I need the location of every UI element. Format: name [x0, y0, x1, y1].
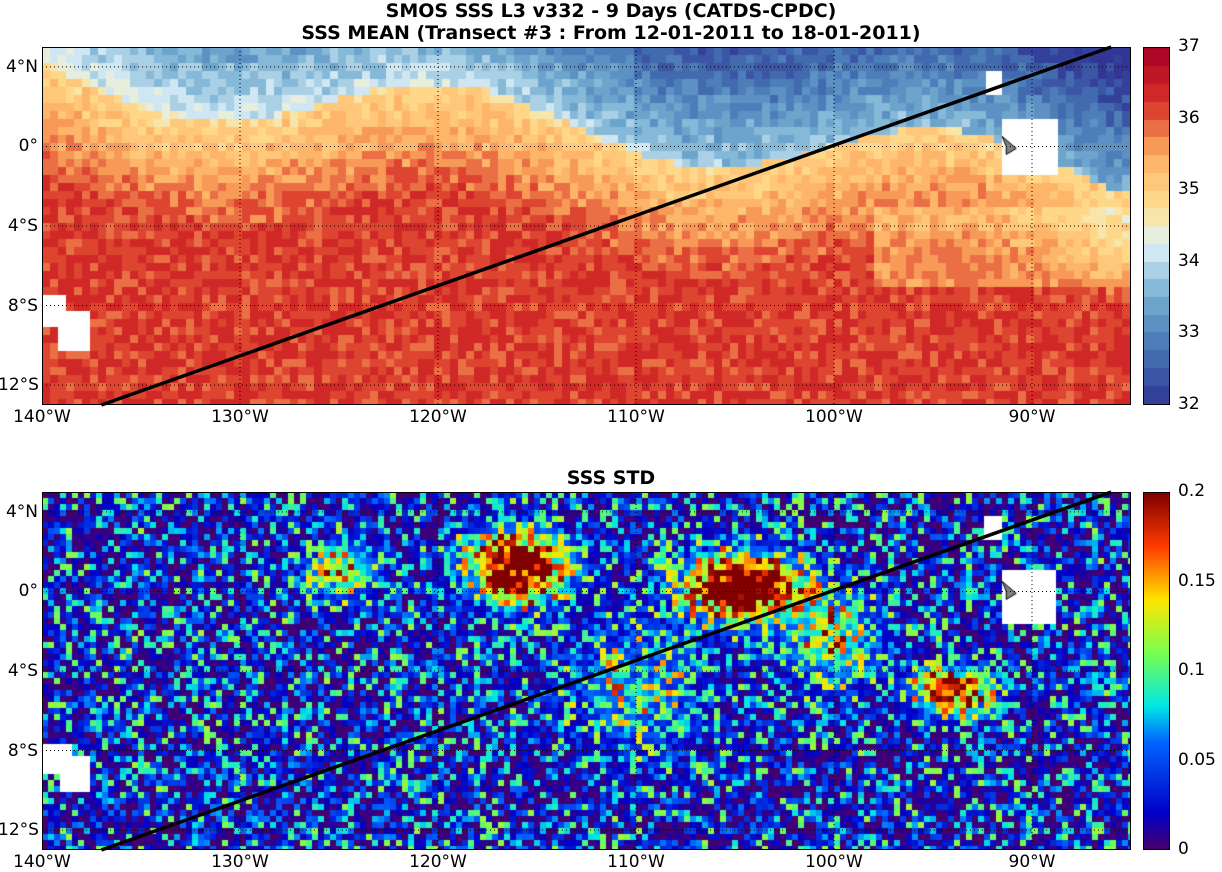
lat-tick-label: 8°S	[7, 295, 38, 316]
mean-panel-title: SSS MEAN (Transect #3 : From 12-01-2011 …	[301, 22, 921, 44]
colorbar-tick-label: 37	[1178, 36, 1200, 56]
std-panel-title: SSS STD	[566, 467, 656, 489]
lat-tick-label: 4°N	[5, 501, 38, 522]
lat-tick-label: 12°S	[0, 820, 39, 841]
lon-tick-label: 110°W	[607, 407, 665, 427]
lat-tick-label: 4°S	[7, 661, 38, 681]
lon-tick-label: 120°W	[409, 852, 467, 872]
transect-line	[100, 490, 1112, 852]
lat-tick-label: 8°S	[7, 740, 38, 761]
sss-mean-overlay	[42, 45, 1131, 407]
colorbar-tick-label: 35	[1178, 179, 1200, 200]
colorbar-tick-label: 0.15	[1178, 570, 1216, 591]
lat-tick-label: 0°	[18, 136, 38, 157]
figure-title: SMOS SSS L3 v332 - 9 Days (CATDS-CPDC)	[385, 0, 837, 22]
lat-tick-label: 0°	[18, 581, 38, 602]
map-frame	[42, 47, 1131, 405]
colorbar-tick-label: 0.2	[1178, 481, 1206, 501]
lat-tick-label: 4°S	[7, 216, 38, 236]
colorbar-tick-label: 36	[1178, 107, 1200, 128]
lat-tick-label: 4°N	[5, 56, 38, 77]
lon-tick-label: 140°W	[13, 852, 71, 872]
colorbar-tick-label: 34	[1178, 250, 1200, 271]
lon-tick-label: 90°W	[1008, 407, 1056, 427]
transect-line	[100, 45, 1112, 407]
lon-tick-label: 110°W	[607, 852, 665, 872]
lat-tick-label: 12°S	[0, 375, 39, 396]
colorbar-tick-label: 32	[1178, 394, 1200, 414]
colorbar-tick-label: 0.05	[1178, 749, 1216, 770]
colorbar-tick-label: 0	[1178, 839, 1189, 859]
lon-tick-label: 130°W	[211, 852, 269, 872]
map-frame	[42, 492, 1131, 850]
colorbar-tick-label: 33	[1178, 322, 1200, 343]
lon-tick-label: 100°W	[805, 852, 863, 872]
sss-mean-colorbar	[1143, 47, 1170, 405]
sss-std-map	[42, 490, 1131, 852]
sss-std-overlay	[42, 490, 1131, 852]
sss-std-colorbar	[1143, 492, 1170, 850]
lon-tick-label: 140°W	[13, 407, 71, 427]
lon-tick-label: 90°W	[1008, 852, 1056, 872]
lon-tick-label: 100°W	[805, 407, 863, 427]
sss-mean-map	[42, 45, 1131, 407]
lon-tick-label: 120°W	[409, 407, 467, 427]
colorbar-tick-label: 0.1	[1178, 660, 1206, 680]
lon-tick-label: 130°W	[211, 407, 269, 427]
